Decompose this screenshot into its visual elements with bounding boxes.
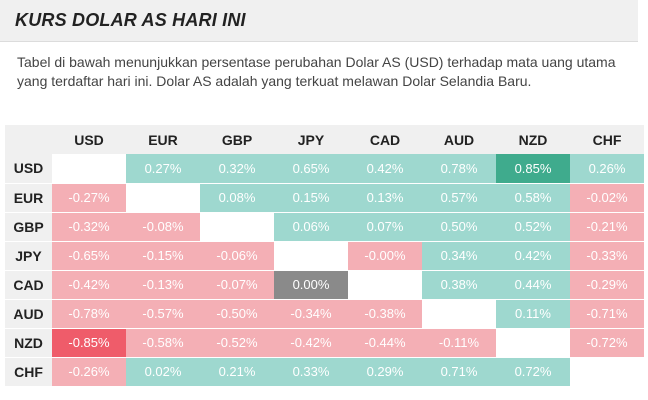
page-title: KURS DOLAR AS HARI INI [15,10,246,30]
cell-aud-jpy: -0.34% [274,299,348,328]
cell-cad-aud: 0.38% [422,270,496,299]
column-header-chf: CHF [570,125,644,154]
cell-aud-cad: -0.38% [348,299,422,328]
cell-chf-gbp: 0.21% [200,357,274,386]
cell-eur-gbp: 0.08% [200,183,274,212]
cell-chf-cad: 0.29% [348,357,422,386]
cell-eur-cad: 0.13% [348,183,422,212]
cell-aud-eur: -0.57% [126,299,200,328]
table-corner [5,125,52,154]
table-row: EUR -0.27% 0.08% 0.15% 0.13% 0.57% 0.58% -0.02% [5,183,644,212]
cell-nzd-gbp: -0.52% [200,328,274,357]
cell-nzd-cad: -0.44% [348,328,422,357]
cell-gbp-aud: 0.50% [422,212,496,241]
cell-aud-aud [422,299,496,328]
column-header-aud: AUD [422,125,496,154]
cell-nzd-usd: -0.85% [52,328,126,357]
table-row: CHF -0.26% 0.02% 0.21% 0.33% 0.29% 0.71% 0.72% [5,357,644,386]
column-header-usd: USD [52,125,126,154]
cell-eur-nzd: 0.58% [496,183,570,212]
cell-aud-usd: -0.78% [52,299,126,328]
cell-jpy-usd: -0.65% [52,241,126,270]
cell-jpy-gbp: -0.06% [200,241,274,270]
cell-usd-cad: 0.42% [348,154,422,183]
row-header-gbp: GBP [5,212,52,241]
cell-chf-aud: 0.71% [422,357,496,386]
row-header-aud: AUD [5,299,52,328]
cell-aud-nzd: 0.11% [496,299,570,328]
cell-chf-nzd: 0.72% [496,357,570,386]
cell-cad-gbp: -0.07% [200,270,274,299]
cell-cad-jpy: 0.00% [274,270,348,299]
cell-gbp-nzd: 0.52% [496,212,570,241]
cell-jpy-eur: -0.15% [126,241,200,270]
cell-gbp-chf: -0.21% [570,212,644,241]
cell-jpy-cad: -0.00% [348,241,422,270]
cell-cad-chf: -0.29% [570,270,644,299]
column-header-jpy: JPY [274,125,348,154]
cell-eur-chf: -0.02% [570,183,644,212]
header-bar: KURS DOLAR AS HARI INI [0,0,638,42]
cell-cad-usd: -0.42% [52,270,126,299]
row-header-usd: USD [5,154,52,183]
cell-cad-cad [348,270,422,299]
cell-eur-eur [126,183,200,212]
cell-chf-usd: -0.26% [52,357,126,386]
cell-nzd-nzd [496,328,570,357]
table-row: CAD -0.42% -0.13% -0.07% 0.00% 0.38% 0.44% -0.2… [5,270,644,299]
column-header-nzd: NZD [496,125,570,154]
table-row: AUD -0.78% -0.57% -0.50% -0.34% -0.38% 0.11% -0… [5,299,644,328]
table-row: USD 0.27% 0.32% 0.65% 0.42% 0.78% 0.85% 0.26% [5,154,644,183]
table-row: JPY -0.65% -0.15% -0.06% -0.00% 0.34% 0.42% -0.… [5,241,644,270]
description-text: Tabel di bawah menunjukkan persentase pe… [17,54,616,89]
cell-gbp-jpy: 0.06% [274,212,348,241]
cell-jpy-jpy [274,241,348,270]
cell-usd-aud: 0.78% [422,154,496,183]
column-header-gbp: GBP [200,125,274,154]
cell-usd-eur: 0.27% [126,154,200,183]
cell-gbp-gbp [200,212,274,241]
table-row: GBP -0.32% -0.08% 0.06% 0.07% 0.50% 0.52% -0.21… [5,212,644,241]
cell-chf-jpy: 0.33% [274,357,348,386]
row-header-cad: CAD [5,270,52,299]
column-header-eur: EUR [126,125,200,154]
cell-usd-usd [52,154,126,183]
row-header-eur: EUR [5,183,52,212]
cell-cad-nzd: 0.44% [496,270,570,299]
cell-eur-aud: 0.57% [422,183,496,212]
cell-gbp-usd: -0.32% [52,212,126,241]
cell-usd-jpy: 0.65% [274,154,348,183]
cell-aud-chf: -0.71% [570,299,644,328]
cell-gbp-eur: -0.08% [126,212,200,241]
cell-nzd-eur: -0.58% [126,328,200,357]
cell-jpy-nzd: 0.42% [496,241,570,270]
cell-cad-eur: -0.13% [126,270,200,299]
cell-gbp-cad: 0.07% [348,212,422,241]
cell-nzd-jpy: -0.42% [274,328,348,357]
cell-eur-jpy: 0.15% [274,183,348,212]
row-header-jpy: JPY [5,241,52,270]
cell-eur-usd: -0.27% [52,183,126,212]
cell-chf-eur: 0.02% [126,357,200,386]
cell-nzd-chf: -0.72% [570,328,644,357]
cell-chf-chf [570,357,644,386]
row-header-nzd: NZD [5,328,52,357]
cell-aud-gbp: -0.50% [200,299,274,328]
column-header-row: USD EUR GBP JPY CAD AUD NZD CHF [5,125,644,154]
table-row: NZD -0.85% -0.58% -0.52% -0.42% -0.44% -0.11% -… [5,328,644,357]
cell-jpy-aud: 0.34% [422,241,496,270]
cell-usd-nzd: 0.85% [496,154,570,183]
cell-jpy-chf: -0.33% [570,241,644,270]
row-header-chf: CHF [5,357,52,386]
column-header-cad: CAD [348,125,422,154]
cell-nzd-aud: -0.11% [422,328,496,357]
currency-change-table: USD EUR GBP JPY CAD AUD NZD CHF USD 0.27%… [5,125,644,387]
cell-usd-gbp: 0.32% [200,154,274,183]
table-body: USD 0.27% 0.32% 0.65% 0.42% 0.78% 0.85% 0.26% EU… [5,154,644,386]
cell-usd-chf: 0.26% [570,154,644,183]
